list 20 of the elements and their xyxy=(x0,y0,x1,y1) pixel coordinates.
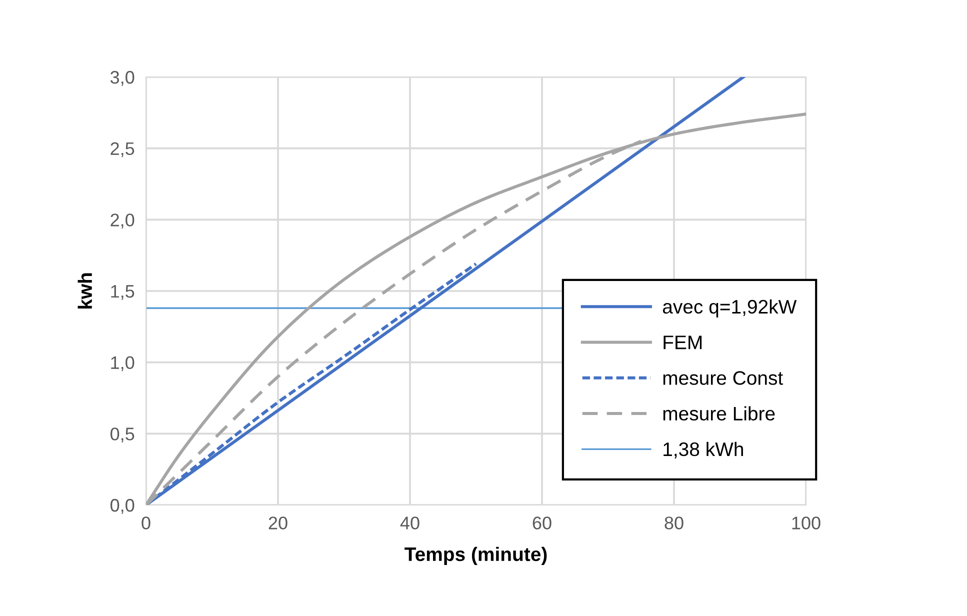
x-tick-label: 60 xyxy=(532,516,552,530)
legend-label: avec q=1,92kW xyxy=(662,299,797,318)
y-tick-label: 2,0 xyxy=(110,214,134,229)
y-tick-label: 1,5 xyxy=(111,285,134,300)
legend-label: mesure Libre xyxy=(663,406,775,421)
y-tick-label: 0,5 xyxy=(110,428,134,443)
y-tick-label: 3,0 xyxy=(110,70,134,86)
legend-label: FEM xyxy=(664,336,702,350)
x-tick-label: 20 xyxy=(268,516,288,530)
x-axis-title: Temps (minute) xyxy=(404,546,547,565)
y-tick-label: 0,0 xyxy=(110,498,134,514)
y-axis-title: kwh xyxy=(78,273,92,309)
y-tick-label: 2,5 xyxy=(110,142,134,158)
x-tick-label: 80 xyxy=(664,516,684,530)
legend-label: 1,38 kWh xyxy=(664,442,743,458)
x-tick-label: 40 xyxy=(400,516,420,530)
y-tick-label: 1,0 xyxy=(111,356,134,372)
x-tick-label: 0 xyxy=(142,516,150,530)
legend-label: mesure Const xyxy=(663,371,783,385)
x-tick-label: 100 xyxy=(792,516,820,530)
